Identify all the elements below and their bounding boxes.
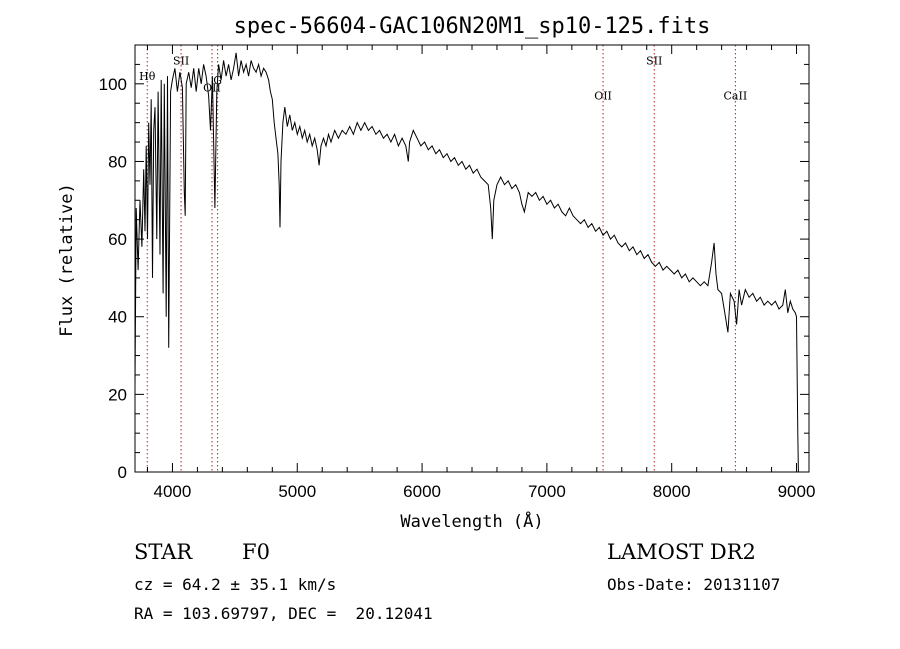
y-tick-label-5: 100 bbox=[99, 75, 127, 94]
marker-label-0: Hθ bbox=[139, 70, 156, 83]
coordinates: RA = 103.69797, DEC = 20.12041 bbox=[134, 604, 433, 623]
marker-label-6: CaII bbox=[724, 89, 748, 102]
y-axis-label: Flux (relative) bbox=[57, 183, 77, 337]
marker-label-1: SII bbox=[173, 54, 189, 67]
y-tick-label-0: 0 bbox=[118, 463, 127, 482]
object-subclass: F0 bbox=[242, 540, 270, 564]
x-tick-label-2: 6000 bbox=[403, 482, 441, 501]
redshift-velocity: cz = 64.2 ± 35.1 km/s bbox=[134, 575, 337, 594]
x-axis-label: Wavelength (Å) bbox=[400, 510, 543, 532]
y-tick-label-1: 20 bbox=[108, 385, 127, 404]
y-tick-label-3: 60 bbox=[108, 230, 127, 249]
plot-frame bbox=[134, 44, 810, 473]
y-tick-label-2: 40 bbox=[108, 308, 127, 327]
x-tick-label-4: 8000 bbox=[653, 482, 691, 501]
chart-title: spec-56604-GAC106N20M1_sp10-125.fits bbox=[234, 14, 711, 39]
x-tick-label-3: 7000 bbox=[528, 482, 566, 501]
observation-date: Obs-Date: 20131107 bbox=[607, 575, 781, 594]
x-axis: 4000 5000 6000 7000 8000 9000 bbox=[146, 45, 816, 501]
survey-name: LAMOST DR2 bbox=[607, 540, 756, 564]
x-tick-label-0: 4000 bbox=[154, 482, 192, 501]
x-tick-label-1: 5000 bbox=[278, 482, 316, 501]
x-tick-label-5: 9000 bbox=[778, 482, 816, 501]
y-tick-label-4: 80 bbox=[108, 152, 127, 171]
marker-label-4: OII bbox=[594, 89, 612, 102]
spectrum-line bbox=[134, 52, 799, 473]
marker-label-5: SII bbox=[646, 54, 662, 67]
object-class: STAR bbox=[134, 540, 193, 564]
y-axis: 0 20 40 60 80 100 bbox=[99, 44, 809, 482]
